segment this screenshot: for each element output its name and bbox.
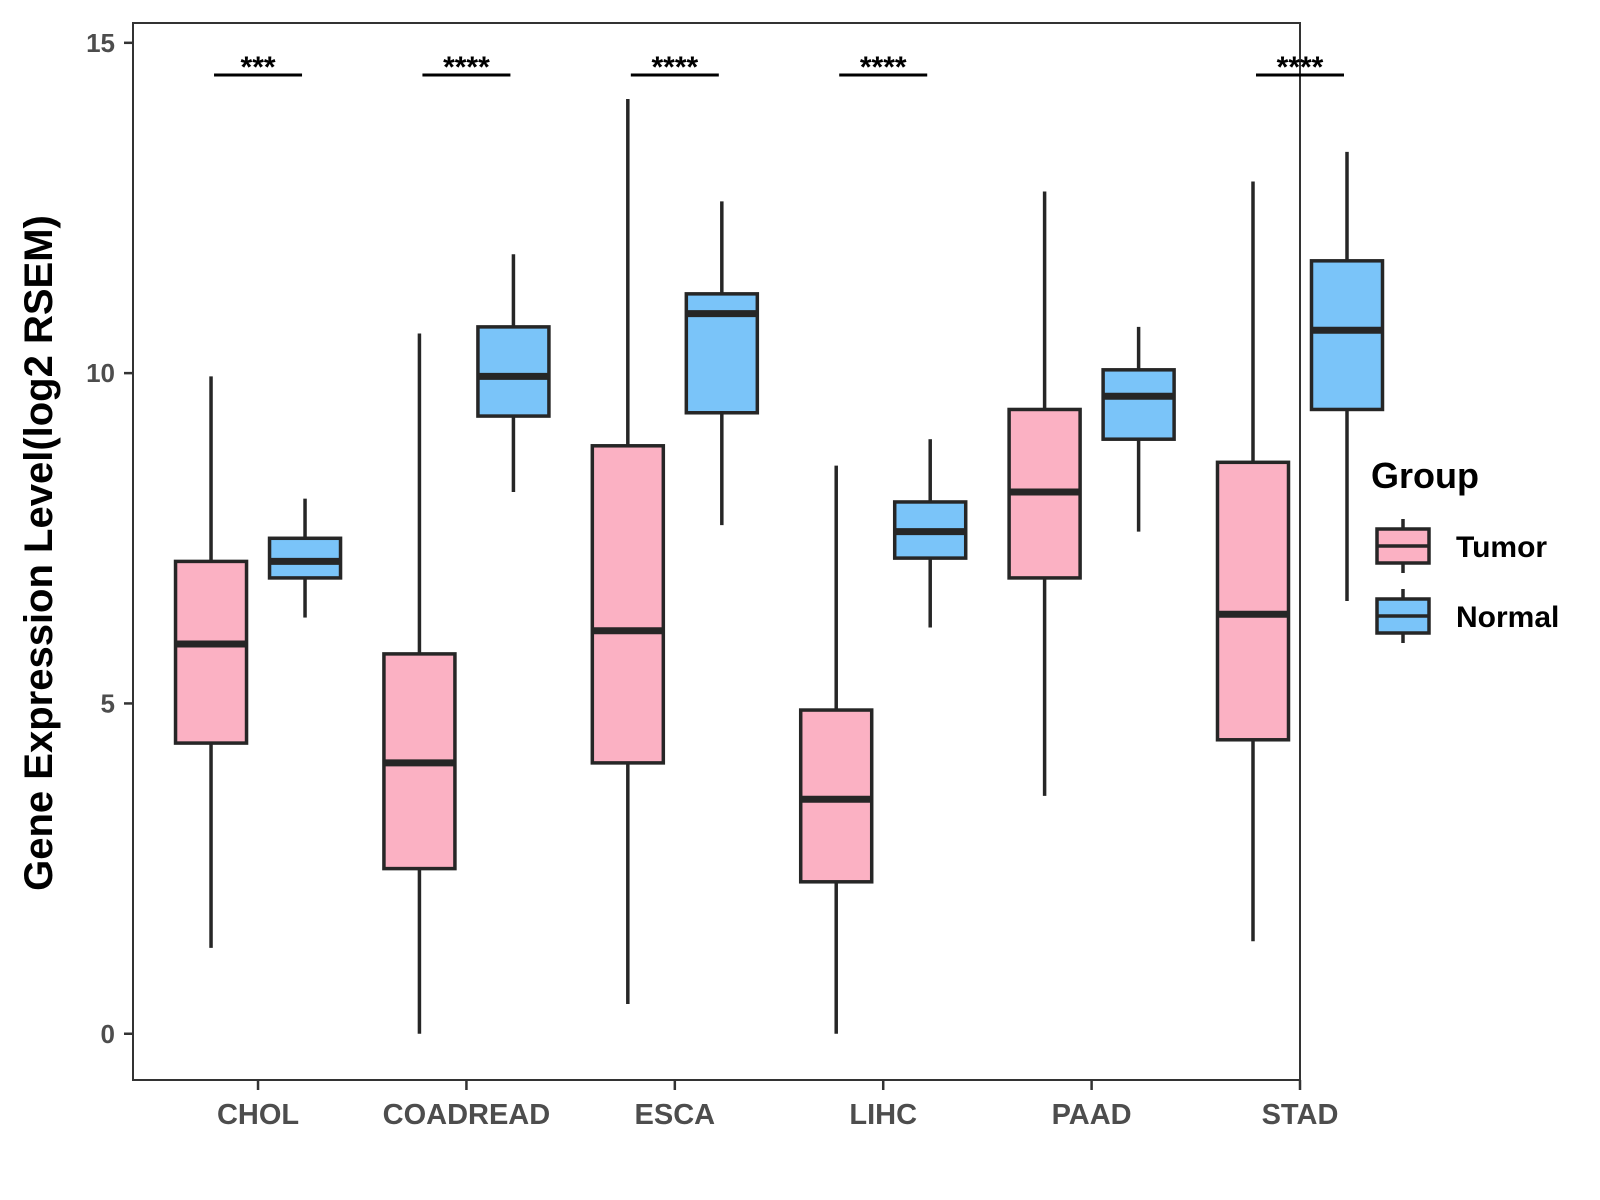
y-tick-label: 5: [101, 688, 115, 718]
normal-box-lihc: [892, 439, 968, 628]
iqr-box: [590, 444, 666, 765]
iqr-box: [173, 559, 249, 745]
legend-label: Tumor: [1456, 531, 1547, 564]
tumor-box-coadread: [382, 333, 457, 1034]
significance-label: ****: [1277, 51, 1324, 84]
normal-box-esca: [684, 201, 760, 526]
panel-border: [132, 22, 1301, 1081]
x-tick-label: PAAD: [1052, 1099, 1132, 1131]
normal-box-paad: [1101, 326, 1176, 532]
x-tick-label: COADREAD: [383, 1099, 551, 1131]
tumor-box-lihc: [798, 465, 874, 1034]
legend-label: Normal: [1456, 601, 1559, 634]
y-axis: 0 5 10 15: [86, 28, 133, 1049]
significance-label: ***: [241, 51, 276, 84]
tumor-box-stad: [1215, 181, 1291, 942]
tumor-box-chol: [173, 376, 249, 948]
normal-box-stad: [1309, 151, 1385, 602]
significance-label: ****: [860, 51, 907, 84]
iqr-box: [1101, 368, 1176, 441]
plot-area: *** **** **** **** ****: [132, 22, 1385, 1081]
iqr-box: [476, 325, 551, 418]
legend-item-tumor: Tumor: [1375, 519, 1547, 573]
legend-item-normal: Normal: [1375, 589, 1559, 643]
y-tick-label: 10: [86, 358, 115, 388]
significance-label: ****: [443, 51, 490, 84]
significance-label: ****: [651, 51, 698, 84]
normal-box-chol: [267, 498, 343, 618]
iqr-box: [1215, 460, 1291, 742]
x-axis: CHOL COADREAD ESCA LIHC PAAD STAD: [217, 1080, 1338, 1131]
x-tick-label: ESCA: [635, 1099, 716, 1131]
x-tick-label: LIHC: [849, 1099, 917, 1131]
iqr-box: [1309, 259, 1385, 412]
legend-title: Group: [1371, 455, 1479, 496]
x-tick-label: STAD: [1262, 1099, 1339, 1131]
x-tick-label: CHOL: [217, 1099, 299, 1131]
legend: Group Tumor Normal: [1371, 455, 1559, 643]
normal-box-coadread: [476, 254, 551, 493]
y-axis-label: Gene Expression Level(log2 RSEM): [17, 215, 61, 891]
tumor-box-paad: [1007, 191, 1082, 796]
y-tick-label: 0: [101, 1019, 115, 1049]
tumor-box-esca: [590, 98, 666, 1005]
y-tick-label: 15: [86, 28, 115, 58]
